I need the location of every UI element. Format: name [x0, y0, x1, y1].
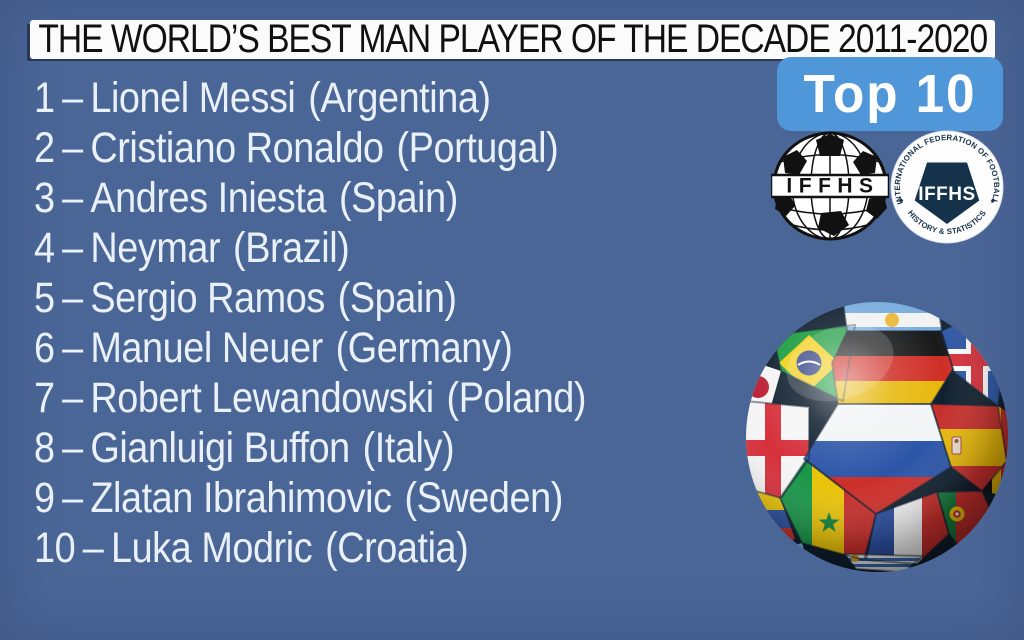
title-banner: THE WORLD’S BEST MAN PLAYER OF THE DECAD… — [30, 17, 995, 61]
player-rank: 6 — [34, 324, 55, 372]
flag-ball-image — [746, 302, 1008, 572]
list-item: 6– Manuel Neuer (Germany) — [34, 323, 586, 373]
player-name: Luka Modric — [110, 524, 313, 572]
player-rank: 10 — [34, 524, 76, 572]
seal-separator-left: ◆ — [899, 198, 904, 204]
player-country: (Brazil) — [233, 224, 350, 272]
rank-separator: – — [62, 224, 83, 272]
player-country: (Poland) — [446, 374, 587, 422]
player-rank: 3 — [34, 174, 55, 222]
rank-separator: – — [62, 74, 83, 122]
rank-separator: – — [82, 524, 104, 572]
list-item: 1– Lionel Messi (Argentina) — [34, 73, 586, 123]
rank-separator: – — [62, 424, 83, 472]
player-country: (Spain) — [337, 274, 457, 322]
player-rank: 4 — [34, 224, 55, 272]
rank-separator: – — [62, 274, 83, 322]
player-name: Sergio Ramos — [90, 274, 325, 322]
rank-separator: – — [62, 474, 83, 522]
player-country: (Germany) — [335, 324, 513, 372]
list-item: 3– Andres Iniesta (Spain) — [34, 173, 586, 223]
player-country: (Argentina) — [308, 74, 491, 122]
top10-badge-label: Top 10 — [803, 64, 977, 124]
globe-pentagon-spots — [775, 134, 887, 236]
player-ranking-list: 1– Lionel Messi (Argentina) 2– Cristiano Ro… — [34, 73, 661, 573]
list-item: 4– Neymar (Brazil) — [34, 223, 586, 273]
rank-separator: – — [62, 374, 83, 422]
top10-badge: Top 10 — [777, 57, 1003, 131]
player-country: (Sweden) — [404, 474, 563, 522]
player-name: Manuel Neuer — [90, 324, 323, 372]
player-country: (Portugal) — [396, 124, 559, 172]
player-rank: 1 — [34, 74, 55, 122]
player-name: Andres Iniesta — [90, 174, 327, 222]
rank-separator: – — [62, 324, 83, 372]
player-name: Gianluigi Buffon — [90, 424, 350, 472]
iffhs-globe-logo-icon: IFFHS — [771, 131, 889, 241]
seal-separator-right: ◆ — [991, 198, 996, 204]
list-item: 7– Robert Lewandowski (Poland) — [34, 373, 587, 423]
globe-logo-label: IFFHS — [786, 175, 879, 198]
player-rank: 5 — [34, 274, 55, 322]
player-country: (Croatia) — [325, 524, 469, 572]
player-rank: 8 — [34, 424, 55, 472]
player-name: Lionel Messi — [90, 74, 296, 122]
player-rank: 7 — [34, 374, 55, 422]
player-rank: 9 — [34, 474, 55, 522]
player-name: Robert Lewandowski — [90, 374, 434, 422]
player-name: Cristiano Ronaldo — [90, 124, 384, 172]
list-item: 8– Gianluigi Buffon (Italy) — [34, 423, 586, 473]
player-country: (Spain) — [338, 174, 458, 222]
list-item: 5– Sergio Ramos (Spain) — [34, 273, 586, 323]
page-title: THE WORLD’S BEST MAN PLAYER OF THE DECAD… — [38, 17, 988, 61]
player-name: Neymar — [90, 224, 221, 272]
player-rank: 2 — [34, 124, 55, 172]
seal-logo-label: IFFHS — [918, 184, 975, 205]
list-item: 10– Luka Modric (Croatia) — [34, 523, 586, 573]
rank-separator: – — [62, 174, 83, 222]
seal-pentagon — [914, 162, 980, 224]
rank-separator: – — [62, 124, 83, 172]
player-name: Zlatan Ibrahimovic — [90, 474, 392, 522]
list-item: 9– Zlatan Ibrahimovic (Sweden) — [34, 473, 586, 523]
iffhs-seal-logo-icon: IFFHS INTERNATIONAL FEDERATION OF FOOTBA… — [890, 130, 1004, 244]
list-item: 2– Cristiano Ronaldo (Portugal) — [34, 123, 586, 173]
player-country: (Italy) — [362, 424, 455, 472]
